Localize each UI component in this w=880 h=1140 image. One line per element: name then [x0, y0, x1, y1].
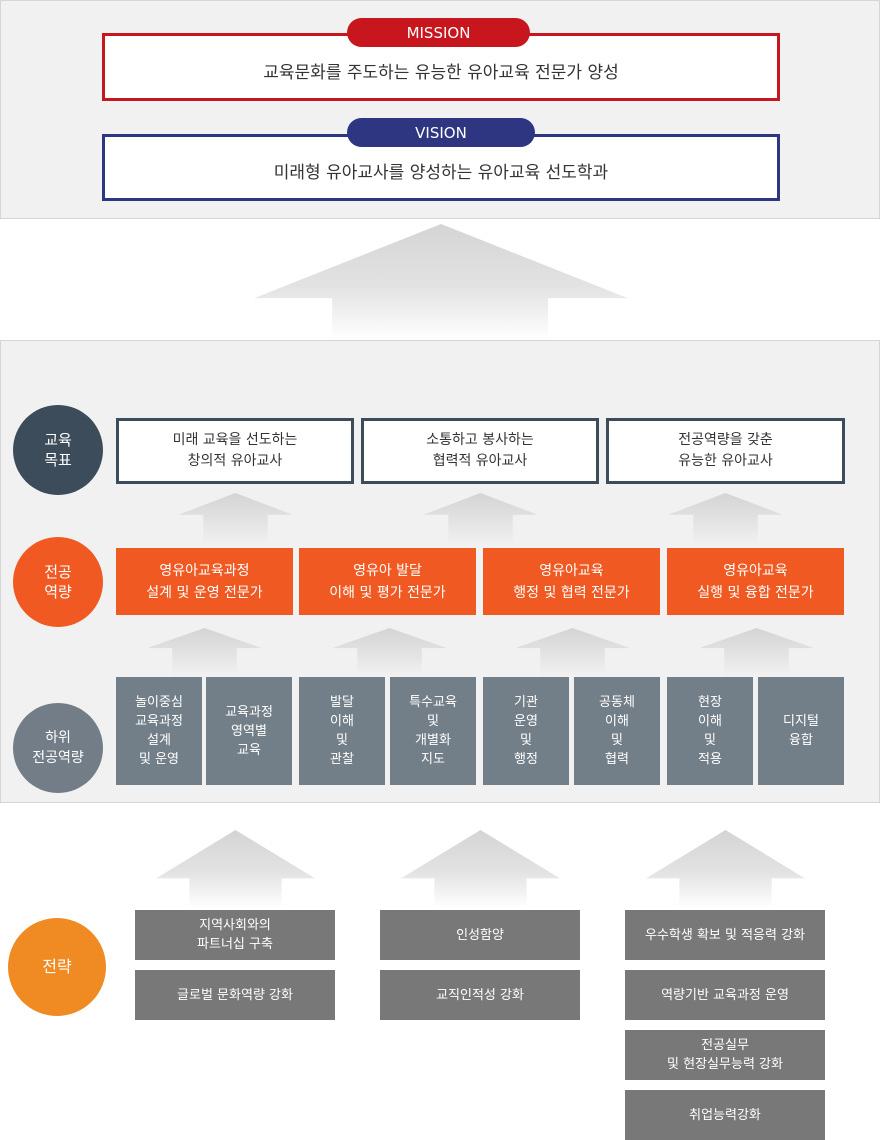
sub-competency-box: 현장 이해 및 적용 [667, 677, 753, 785]
sub-competency-box: 특수교육 및 개별화 지도 [390, 677, 476, 785]
up-arrow-icon [646, 830, 805, 908]
strategy-box: 글로벌 문화역량 강화 [135, 970, 335, 1020]
up-arrow-icon [156, 830, 315, 908]
sub-competency-box: 놀이중심 교육과정 설계 및 운영 [116, 677, 202, 785]
goal-box: 미래 교육을 선도하는 창의적 유아교사 [116, 418, 354, 484]
mission-label: MISSION [347, 18, 530, 47]
strategy-label: 전략 [8, 918, 106, 1016]
up-arrow-icon [401, 830, 560, 908]
goals-label: 교육 목표 [13, 405, 103, 495]
strategy-box: 역량기반 교육과정 운영 [625, 970, 825, 1020]
competency-box: 영유아교육 실행 및 융합 전문가 [667, 548, 844, 615]
strategy-box: 인성함양 [380, 910, 580, 960]
goal-box: 전공역량을 갖춘 유능한 유아교사 [606, 418, 845, 484]
competencies-label: 전공 역량 [13, 537, 103, 627]
strategy-box: 취업능력강화 [625, 1090, 825, 1140]
sub-competency-box: 발달 이해 및 관찰 [299, 677, 385, 785]
sub-competencies-label: 하위 전공역량 [13, 703, 103, 793]
strategy-box: 교직인적성 강화 [380, 970, 580, 1020]
goal-box: 소통하고 봉사하는 협력적 유아교사 [361, 418, 599, 484]
strategy-box: 우수학생 확보 및 적응력 강화 [625, 910, 825, 960]
competency-box: 영유아 발달 이해 및 평가 전문가 [299, 548, 476, 615]
competency-box: 영유아교육과정 설계 및 운영 전문가 [116, 548, 293, 615]
strategy-box: 지역사회와의 파트너십 구축 [135, 910, 335, 960]
up-arrow-icon [254, 224, 628, 340]
sub-competency-box: 교육과정 영역별 교육 [206, 677, 292, 785]
vision-label: VISION [347, 118, 535, 147]
sub-competency-box: 공동체 이해 및 협력 [574, 677, 660, 785]
sub-competency-box: 디지털 융합 [758, 677, 844, 785]
strategy-box: 전공실무 및 현장실무능력 강화 [625, 1030, 825, 1080]
sub-competency-box: 기관 운영 및 행정 [483, 677, 569, 785]
competency-box: 영유아교육 행정 및 협력 전문가 [483, 548, 660, 615]
